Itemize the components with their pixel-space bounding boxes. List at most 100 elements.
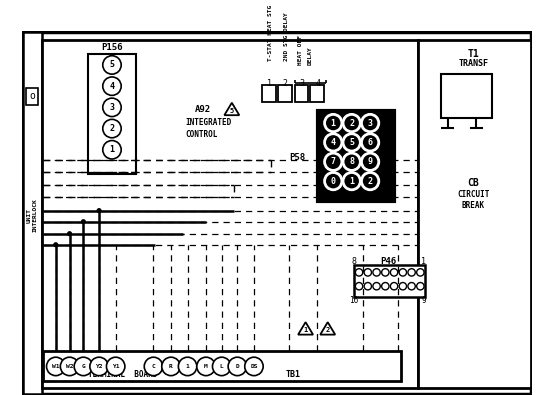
Circle shape [106, 357, 125, 376]
Circle shape [197, 357, 216, 376]
Circle shape [343, 173, 360, 190]
Text: 6: 6 [368, 138, 373, 147]
Text: D: D [235, 364, 239, 369]
Circle shape [408, 269, 416, 276]
Text: Y1: Y1 [112, 364, 120, 369]
Circle shape [363, 154, 377, 169]
Text: 4: 4 [315, 79, 320, 88]
Text: TB1: TB1 [286, 370, 301, 379]
Text: o: o [29, 91, 35, 101]
Circle shape [362, 153, 378, 170]
Bar [320, 113, 392, 199]
Circle shape [417, 282, 424, 290]
Text: TERMINAL  BOARD: TERMINAL BOARD [88, 370, 158, 379]
Text: G: G [81, 364, 85, 369]
Circle shape [102, 56, 121, 74]
Circle shape [162, 357, 180, 376]
Circle shape [342, 172, 361, 190]
Circle shape [325, 153, 341, 170]
Text: M: M [204, 364, 208, 369]
Circle shape [178, 357, 197, 376]
Circle shape [364, 269, 372, 276]
Text: CB: CB [468, 178, 479, 188]
Text: T1: T1 [468, 49, 479, 59]
Text: L: L [220, 364, 224, 369]
Text: P46: P46 [381, 257, 397, 266]
Circle shape [68, 232, 71, 235]
Text: 5: 5 [349, 138, 354, 147]
Text: HEAT OFF: HEAT OFF [299, 35, 304, 65]
Text: P156: P156 [101, 43, 123, 52]
Text: T-STAT HEAT STG: T-STAT HEAT STG [268, 5, 273, 61]
Circle shape [373, 282, 380, 290]
Bar [43, 351, 401, 381]
Text: 1: 1 [267, 79, 272, 88]
Text: R: R [169, 364, 173, 369]
Circle shape [324, 133, 342, 152]
Text: 1: 1 [186, 364, 189, 369]
Circle shape [363, 135, 377, 150]
Circle shape [417, 269, 424, 276]
Text: 1: 1 [304, 327, 307, 333]
Circle shape [343, 153, 360, 170]
Circle shape [342, 114, 361, 132]
Text: C: C [152, 364, 155, 369]
Text: 1: 1 [349, 177, 354, 186]
Circle shape [362, 115, 378, 131]
Circle shape [326, 154, 341, 169]
Circle shape [81, 220, 85, 224]
Circle shape [74, 357, 93, 376]
Bar [418, 40, 531, 387]
Circle shape [344, 135, 359, 150]
Text: 2: 2 [326, 327, 330, 333]
Polygon shape [320, 322, 335, 335]
Text: P58: P58 [289, 152, 306, 162]
Circle shape [361, 114, 379, 132]
Bar [88, 54, 136, 174]
Circle shape [382, 269, 389, 276]
Circle shape [342, 133, 361, 152]
Text: BREAK: BREAK [462, 201, 485, 210]
Circle shape [324, 114, 342, 132]
Text: 9: 9 [421, 295, 426, 305]
Text: A92: A92 [195, 105, 211, 114]
Text: Y2: Y2 [95, 364, 103, 369]
Bar [23, 32, 42, 394]
Text: 4: 4 [110, 82, 115, 91]
Bar [26, 88, 38, 105]
Text: INTEGRATED: INTEGRATED [186, 118, 232, 127]
Bar [262, 85, 276, 102]
Circle shape [325, 115, 341, 131]
Text: 16: 16 [349, 295, 358, 305]
Circle shape [344, 154, 359, 169]
Circle shape [391, 282, 398, 290]
Circle shape [399, 282, 407, 290]
Circle shape [344, 116, 359, 130]
Circle shape [361, 152, 379, 171]
Bar [353, 265, 425, 297]
Circle shape [326, 174, 341, 188]
Text: 7: 7 [331, 157, 336, 166]
Text: 5: 5 [110, 60, 115, 70]
Circle shape [325, 134, 341, 150]
Circle shape [326, 135, 341, 150]
Circle shape [391, 269, 398, 276]
Circle shape [324, 172, 342, 190]
Circle shape [102, 77, 121, 95]
Polygon shape [224, 103, 239, 115]
Text: 9: 9 [368, 157, 373, 166]
Text: 1: 1 [331, 118, 336, 128]
Text: DELAY: DELAY [307, 46, 312, 65]
Circle shape [102, 98, 121, 117]
Circle shape [47, 357, 65, 376]
Circle shape [213, 357, 231, 376]
Circle shape [343, 115, 360, 131]
Text: TRANSF: TRANSF [458, 58, 489, 68]
Circle shape [102, 119, 121, 138]
Bar [319, 111, 394, 201]
Text: 2: 2 [283, 79, 288, 88]
Circle shape [363, 116, 377, 130]
Circle shape [355, 269, 363, 276]
Circle shape [361, 133, 379, 152]
Circle shape [342, 152, 361, 171]
